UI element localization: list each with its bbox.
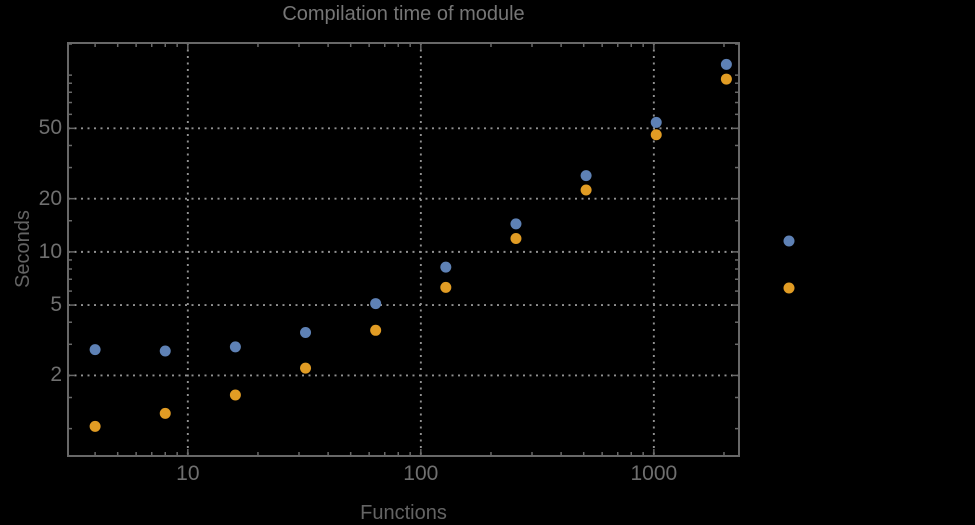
data-point-series-1-blue — [229, 341, 241, 353]
y-tick-label: 2 — [50, 363, 62, 387]
legend-marker-series1 — [783, 235, 795, 247]
data-point-series-1-blue — [159, 345, 171, 357]
data-point-series-1-blue — [650, 116, 662, 128]
data-point-series-1-blue — [510, 218, 522, 230]
data-point-series-2-orange — [229, 389, 241, 401]
y-tick-label: 50 — [38, 116, 62, 140]
data-point-series-1-blue — [580, 170, 592, 182]
y-tick-label: 5 — [50, 293, 62, 317]
data-point-series-2-orange — [89, 420, 101, 432]
data-point-series-2-orange — [720, 73, 732, 85]
data-point-series-1-blue — [440, 261, 452, 273]
data-point-series-2-orange — [159, 407, 171, 419]
data-point-series-2-orange — [650, 129, 662, 141]
data-point-series-1-blue — [370, 298, 382, 310]
data-point-series-1-blue — [89, 344, 101, 356]
x-axis-label: Functions — [360, 502, 447, 524]
data-point-series-2-orange — [370, 324, 382, 336]
y-tick-label: 10 — [38, 239, 62, 263]
data-point-series-2-orange — [300, 362, 312, 374]
data-point-series-2-orange — [440, 281, 452, 293]
chart-title: Compilation time of module — [282, 3, 525, 25]
legend-marker-series2 — [783, 282, 795, 294]
data-point-series-1-blue — [720, 58, 732, 70]
data-point-series-2-orange — [510, 233, 522, 245]
x-tick-label: 100 — [403, 462, 439, 485]
plot-frame — [67, 42, 740, 457]
x-tick-label: 1000 — [630, 462, 678, 485]
y-tick-label: 20 — [38, 186, 62, 210]
data-point-series-2-orange — [580, 184, 592, 196]
x-tick-label: 10 — [176, 462, 200, 485]
data-point-series-1-blue — [300, 326, 312, 338]
